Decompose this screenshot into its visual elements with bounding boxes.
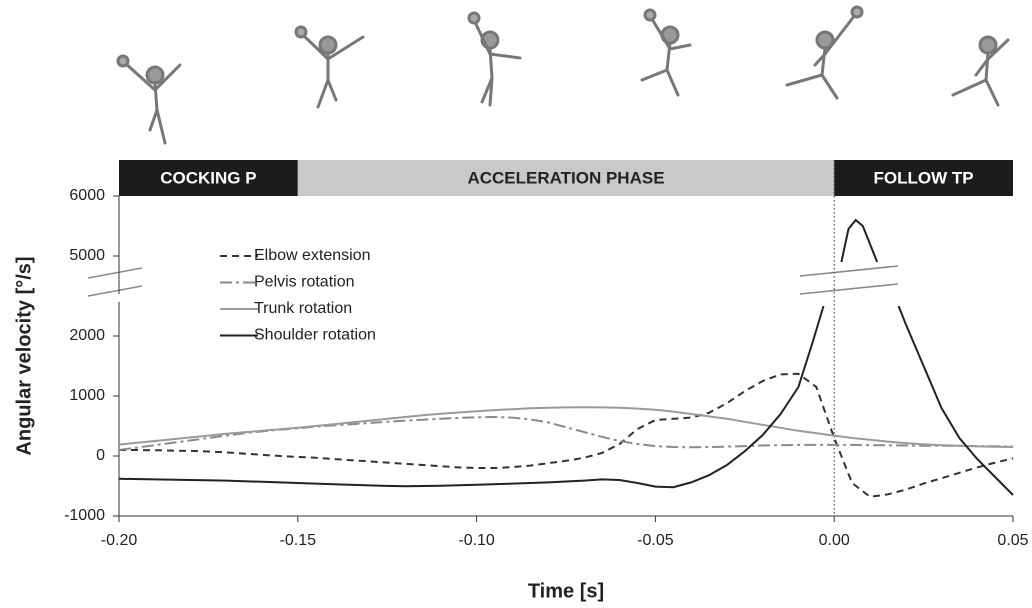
phase-label: COCKING P — [160, 168, 256, 187]
y-tick-label: 6000 — [69, 187, 105, 204]
x-tick-label: -0.10 — [458, 532, 495, 549]
x-tick-label: 0.00 — [819, 532, 850, 549]
x-tick-label: -0.20 — [101, 532, 138, 549]
axis-break-marks — [87, 265, 899, 297]
phase-bar — [834, 160, 1013, 196]
y-tick-label: 5000 — [69, 247, 105, 264]
phase-label: FOLLOW TP — [874, 168, 974, 187]
series-line — [119, 372, 1014, 498]
y-axis-label: Angular velocity [°/s] — [13, 256, 35, 455]
y-tick-label: 2000 — [69, 327, 105, 344]
x-axis-label: Time [s] — [528, 580, 604, 602]
legend-label: Elbow extension — [254, 247, 371, 264]
y-tick-label: 0 — [96, 447, 105, 464]
y-tick-label: -1000 — [64, 507, 105, 524]
x-tick-label: -0.05 — [637, 532, 674, 549]
legend-label: Pelvis rotation — [254, 274, 355, 291]
series-line — [118, 218, 1014, 496]
series-line — [118, 406, 1014, 448]
phase-label: ACCELERATION PHASE — [467, 168, 664, 187]
x-tick-label: 0.05 — [997, 532, 1028, 549]
phase-bar — [119, 160, 298, 196]
x-tick-label: -0.15 — [280, 532, 317, 549]
skeleton-figures — [116, 5, 1010, 145]
legend-label: Shoulder rotation — [254, 327, 376, 344]
series-line — [118, 415, 1014, 451]
y-tick-label: 1000 — [69, 387, 105, 404]
phase-bar — [297, 160, 835, 196]
legend-label: Trunk rotation — [254, 300, 352, 317]
